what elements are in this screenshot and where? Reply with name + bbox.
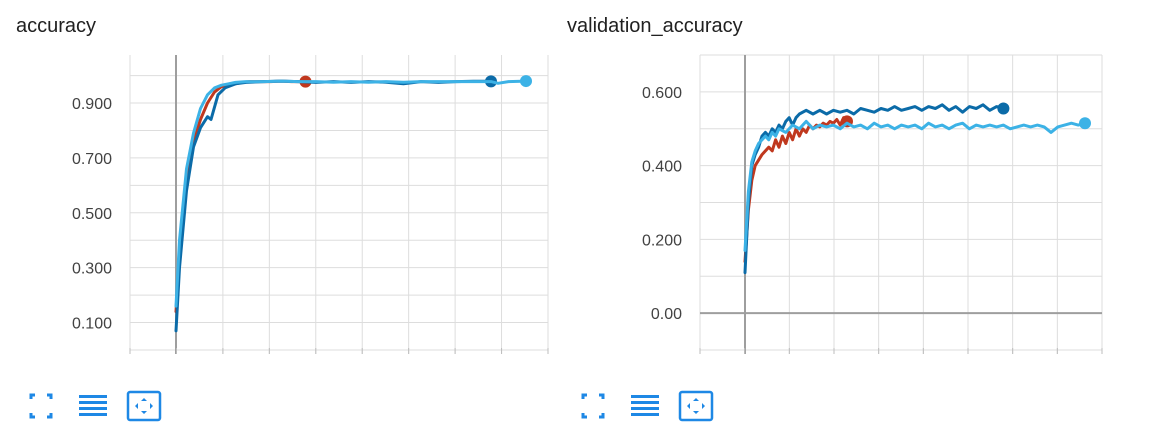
y-tick-label: 0.00 xyxy=(651,306,682,323)
fullscreen-button[interactable] xyxy=(26,390,60,422)
fullscreen-button[interactable] xyxy=(578,390,612,422)
series-line xyxy=(174,79,528,308)
y-tick-label: 0.200 xyxy=(642,232,682,249)
accuracy-plot: 0.100 0.300 0.500 0.700 0.900 xyxy=(72,55,549,354)
fit-domain-button[interactable] xyxy=(678,390,714,422)
series-end-point xyxy=(997,102,1010,115)
fullscreen-icon xyxy=(581,393,605,419)
y-tick-label: 0.400 xyxy=(642,159,682,176)
list-icon xyxy=(631,395,659,416)
fit-domain-button[interactable] xyxy=(126,390,162,422)
validation-accuracy-chart-panel: validation_accuracy 0.00 0.200 0.400 0.600 xyxy=(560,0,1160,439)
series-line xyxy=(743,103,1005,275)
y-tick-label: 0.900 xyxy=(72,96,112,113)
fit-domain-icon xyxy=(126,390,162,422)
chart-title: accuracy xyxy=(16,15,97,37)
toggle-log-scale-button[interactable] xyxy=(630,390,664,422)
y-tick-label: 0.100 xyxy=(72,316,112,333)
fit-domain-icon xyxy=(678,390,714,422)
list-icon xyxy=(79,395,107,416)
y-tick-label: 0.300 xyxy=(72,261,112,278)
validation-accuracy-plot: 0.00 0.200 0.400 0.600 xyxy=(642,54,1103,354)
series-line xyxy=(174,79,307,314)
y-tick-label: 0.700 xyxy=(72,151,112,168)
series-end-point xyxy=(1079,117,1091,130)
series-end-point xyxy=(520,75,532,88)
accuracy-chart-panel: accuracy 0.100 0.300 0.500 0.700 0.900 xyxy=(0,0,560,439)
chart-title: validation_accuracy xyxy=(567,15,743,37)
y-tick-label: 0.600 xyxy=(642,85,682,102)
fullscreen-icon xyxy=(29,393,53,419)
series-line xyxy=(743,119,1087,252)
toggle-log-scale-button[interactable] xyxy=(78,390,112,422)
series-line xyxy=(743,116,849,263)
y-tick-label: 0.500 xyxy=(72,206,112,223)
